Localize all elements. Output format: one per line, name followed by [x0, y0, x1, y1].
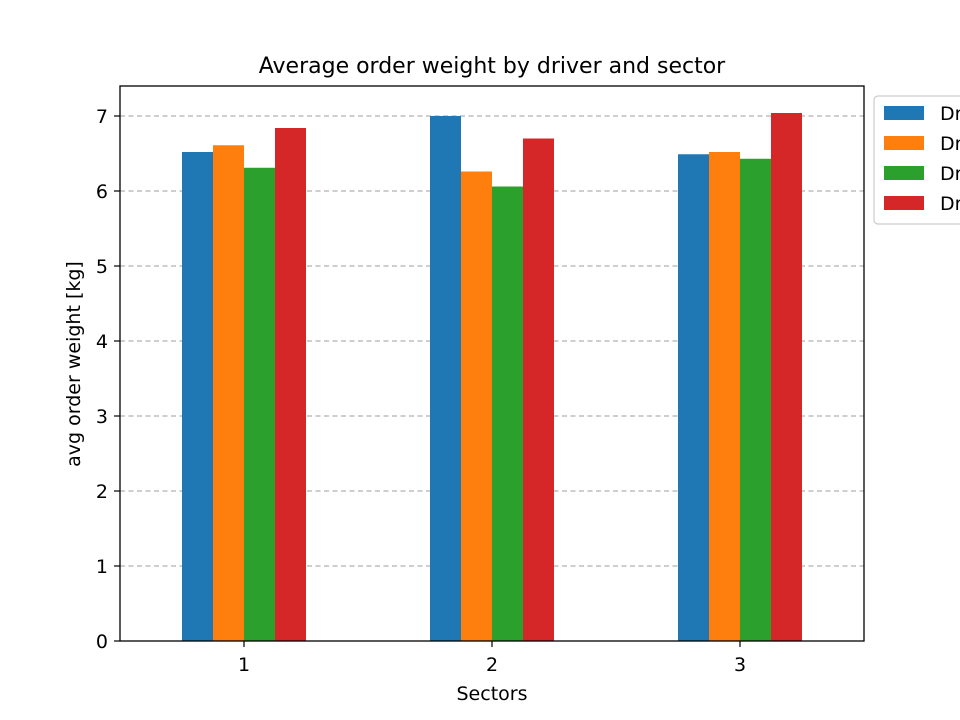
bar — [244, 167, 275, 641]
y-tick-label: 4 — [96, 331, 108, 353]
bar — [740, 158, 771, 641]
y-tick-label: 0 — [96, 631, 108, 653]
chart-title: Average order weight by driver and secto… — [259, 54, 726, 79]
bar — [182, 152, 213, 641]
y-tick-label: 6 — [96, 181, 108, 203]
bar — [678, 154, 709, 641]
legend-label: Dr — [940, 193, 960, 215]
y-axis-label: avg order weight [kg] — [63, 261, 85, 467]
y-tick-label: 5 — [96, 256, 108, 278]
legend-swatch — [884, 196, 924, 210]
legend-box — [873, 95, 960, 225]
y-tick-label: 3 — [96, 406, 108, 428]
legend-label: Dr — [940, 163, 960, 185]
x-tick-label: 3 — [734, 654, 746, 676]
legend-label: Dr — [940, 133, 960, 155]
bar — [275, 128, 306, 641]
bar — [709, 152, 740, 641]
x-tick-label: 1 — [238, 654, 250, 676]
x-axis-label: Sectors — [457, 683, 528, 705]
legend-label: Dr — [940, 103, 960, 125]
legend-swatch — [884, 106, 924, 120]
y-tick-label: 2 — [96, 481, 108, 503]
y-tick-label: 1 — [96, 556, 108, 578]
bar — [430, 116, 461, 641]
bar — [492, 186, 523, 641]
bar — [771, 113, 802, 641]
bar — [523, 138, 554, 641]
bars — [182, 113, 802, 641]
x-tick-label: 2 — [486, 654, 498, 676]
bar — [461, 171, 492, 641]
bar — [213, 145, 244, 641]
legend-swatch — [884, 166, 924, 180]
y-tick-label: 7 — [96, 106, 108, 128]
legend-swatch — [884, 136, 924, 150]
legend: Dr Dr Dr Dr — [873, 95, 960, 225]
axis-ticks: 0 1 2 3 4 5 6 7 1 2 3 — [96, 106, 746, 676]
